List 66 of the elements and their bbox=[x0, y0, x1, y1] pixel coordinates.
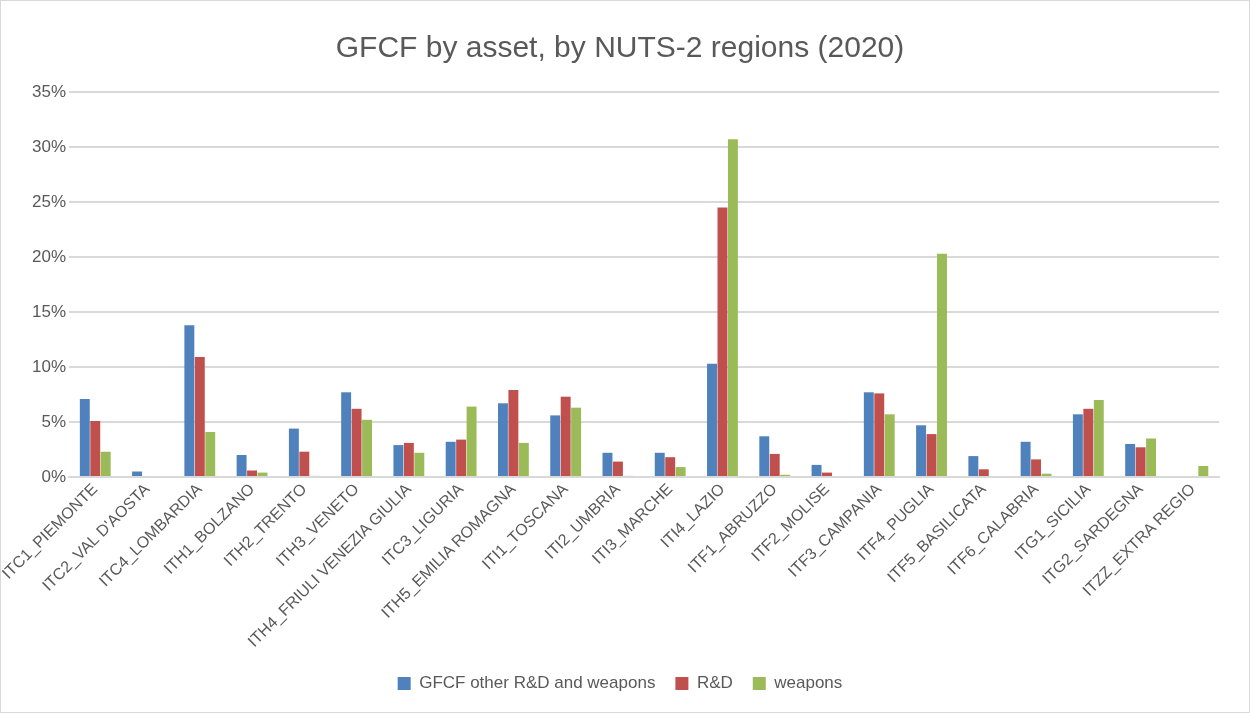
bar bbox=[926, 434, 937, 476]
y-tick-label: 5% bbox=[41, 411, 67, 431]
bar bbox=[1093, 399, 1104, 476]
bar bbox=[403, 442, 414, 476]
bar bbox=[194, 357, 205, 476]
legend-label: weapons bbox=[773, 673, 843, 693]
bar bbox=[560, 396, 571, 476]
bar bbox=[759, 436, 770, 476]
bar bbox=[1072, 414, 1083, 476]
bar bbox=[665, 457, 676, 476]
bar bbox=[288, 428, 299, 476]
bar bbox=[550, 415, 561, 476]
bar bbox=[884, 414, 895, 476]
bar bbox=[1135, 447, 1146, 476]
bar bbox=[247, 470, 258, 476]
bar bbox=[978, 469, 989, 476]
bar bbox=[769, 453, 780, 476]
bar bbox=[518, 442, 529, 476]
bar bbox=[79, 398, 90, 476]
bar bbox=[1198, 465, 1209, 476]
bar bbox=[1031, 459, 1042, 476]
bar bbox=[654, 452, 665, 476]
y-tick-label: 10% bbox=[32, 356, 67, 376]
y-tick-label: 0% bbox=[41, 466, 67, 486]
bar bbox=[811, 464, 822, 476]
y-tick-label: 25% bbox=[32, 191, 67, 211]
bar bbox=[1083, 408, 1094, 476]
bar bbox=[362, 419, 373, 476]
bar bbox=[351, 408, 362, 476]
bar bbox=[675, 467, 686, 476]
bar bbox=[236, 454, 247, 476]
bar bbox=[132, 471, 143, 476]
bar bbox=[571, 407, 582, 476]
bar bbox=[1146, 438, 1157, 476]
y-tick-label: 35% bbox=[32, 81, 67, 101]
bar bbox=[508, 390, 519, 476]
y-tick-label: 20% bbox=[32, 246, 67, 266]
legend-label: R&D bbox=[696, 673, 733, 693]
bar bbox=[602, 452, 613, 476]
chart-title: GFCF by asset, by NUTS-2 regions (2020) bbox=[335, 30, 905, 64]
bar bbox=[100, 451, 111, 476]
bar bbox=[299, 451, 310, 476]
bar bbox=[466, 406, 477, 476]
bar bbox=[707, 363, 717, 476]
bar bbox=[456, 439, 467, 476]
bar bbox=[445, 441, 456, 476]
bar bbox=[1125, 443, 1136, 476]
bar bbox=[727, 139, 738, 476]
bar bbox=[612, 461, 623, 476]
bar bbox=[874, 393, 885, 476]
bar bbox=[916, 425, 927, 476]
y-tick-label: 15% bbox=[32, 301, 67, 321]
bar bbox=[937, 253, 947, 476]
bar bbox=[90, 420, 101, 476]
bar bbox=[341, 392, 352, 476]
bar bbox=[414, 452, 425, 476]
bar bbox=[863, 392, 874, 476]
bar bbox=[393, 445, 404, 476]
legend-label: GFCF other R&D and weapons bbox=[419, 673, 656, 693]
bar bbox=[968, 456, 979, 476]
bar bbox=[1020, 441, 1031, 476]
y-tick-label: 30% bbox=[32, 136, 67, 156]
bar bbox=[184, 325, 195, 476]
bar bbox=[497, 403, 508, 476]
bar bbox=[205, 431, 216, 476]
bar bbox=[717, 207, 728, 476]
